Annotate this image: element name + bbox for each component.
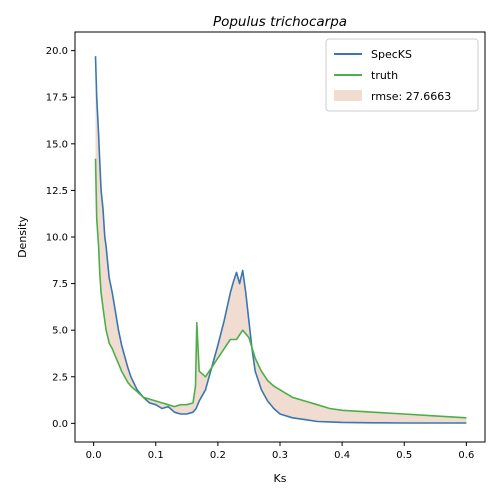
series-line-specks xyxy=(94,56,467,424)
y-axis-label: Density xyxy=(16,216,29,258)
y-tick-label-4: 10.0 xyxy=(46,233,68,244)
legend-swatch-rmse xyxy=(334,90,362,101)
x-tick-label-3: 0.3 xyxy=(272,450,288,461)
y-tick-label-6: 15.0 xyxy=(46,139,68,150)
series-line-truth xyxy=(94,158,467,419)
chart-title: Populus trichocarpa xyxy=(213,14,347,30)
x-tick-label-5: 0.5 xyxy=(396,450,412,461)
x-axis-ticks: 0.0 0.1 0.2 0.3 0.4 0.5 0.6 xyxy=(86,442,474,461)
y-tick-label-5: 12.5 xyxy=(46,186,68,197)
x-tick-label-0: 0.0 xyxy=(86,450,102,461)
y-tick-label-2: 5.0 xyxy=(52,326,68,337)
legend-label-speck: SpecKS xyxy=(371,48,412,61)
x-tick-label-1: 0.1 xyxy=(148,450,164,461)
y-tick-label-7: 17.5 xyxy=(46,93,68,104)
rmse-fill-layer xyxy=(95,56,467,423)
x-tick-label-2: 0.2 xyxy=(210,450,226,461)
series-layer xyxy=(94,56,467,424)
y-axis-ticks: 0.0 2.5 5.0 7.5 10.0 12.5 15.0 17.5 20.0 xyxy=(46,46,75,430)
x-tick-label-4: 0.4 xyxy=(334,450,350,461)
y-tick-label-0: 0.0 xyxy=(52,419,68,430)
x-axis-label: Ks xyxy=(274,472,287,485)
x-tick-label-6: 0.6 xyxy=(458,450,474,461)
legend-box xyxy=(325,38,479,112)
rmse-fill xyxy=(95,56,467,423)
y-tick-label-1: 2.5 xyxy=(52,372,68,383)
y-tick-label-3: 7.5 xyxy=(52,279,68,290)
legend-label-rmse: rmse: 27.6663 xyxy=(371,90,451,103)
y-tick-label-8: 20.0 xyxy=(46,46,68,57)
legend: SpecKS truth rmse: 27.6663 xyxy=(325,38,479,112)
legend-label-truth: truth xyxy=(371,69,398,82)
